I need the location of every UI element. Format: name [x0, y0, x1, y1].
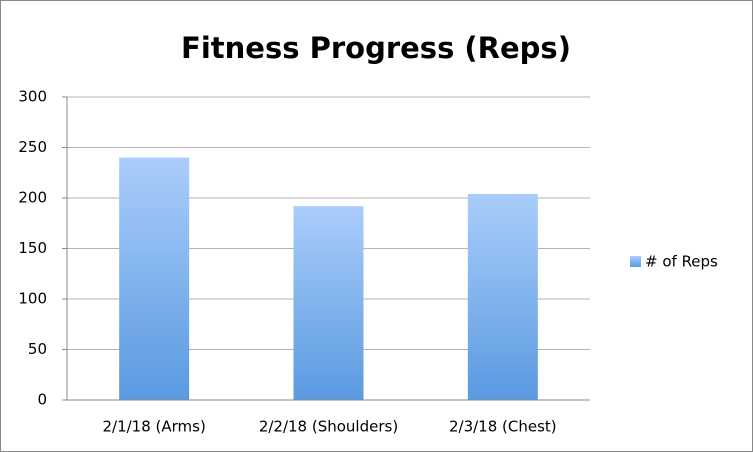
- x-tick-label: 2/3/18 (Chest): [449, 418, 557, 436]
- legend-swatch: [630, 256, 641, 267]
- y-tick-label: 300: [18, 88, 47, 106]
- y-tick-label: 200: [18, 189, 47, 207]
- legend-label: # of Reps: [645, 253, 718, 271]
- x-tick-label: 2/2/18 (Shoulders): [259, 418, 398, 436]
- y-tick-label: 50: [28, 340, 47, 358]
- y-tick-label: 0: [37, 391, 47, 409]
- bar: [467, 193, 538, 400]
- bar: [119, 157, 190, 400]
- y-tick-label: 100: [18, 290, 47, 308]
- y-tick-label: 150: [18, 239, 47, 257]
- bar: [293, 206, 364, 400]
- chart-title: Fitness Progress (Reps): [181, 31, 571, 65]
- x-tick-label: 2/1/18 (Arms): [102, 418, 205, 436]
- y-tick-label: 250: [18, 138, 47, 156]
